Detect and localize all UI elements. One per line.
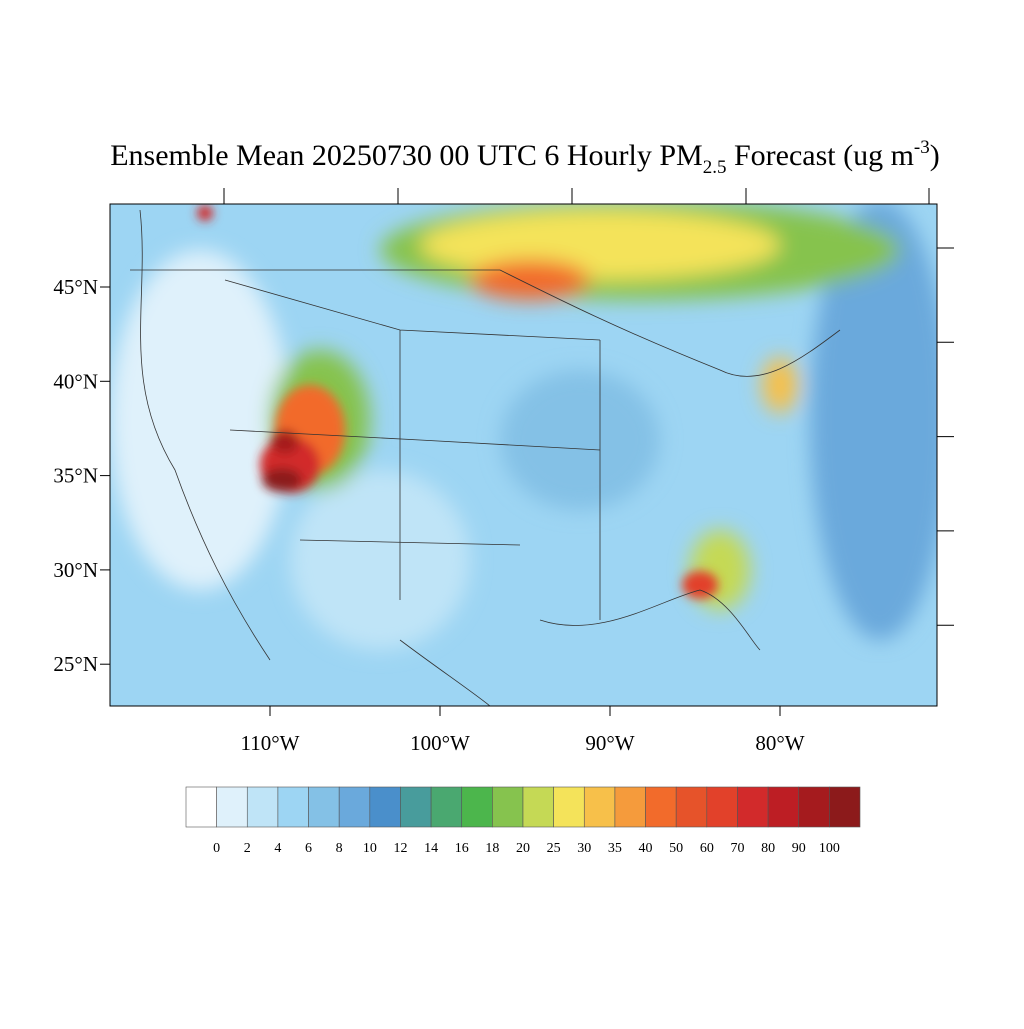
colorbar-label: 0: [213, 841, 220, 856]
colorbar-box: [798, 786, 830, 828]
colorbar-box: [369, 786, 401, 828]
colorbar-label: 2: [244, 841, 251, 856]
colorbar-box: [216, 786, 248, 828]
colorbar-label: 10: [363, 841, 377, 856]
lat-label: 40°N: [53, 369, 98, 393]
colorbar-box: [583, 786, 616, 828]
colorbar-box: [645, 786, 677, 828]
lon-label: 90°W: [585, 731, 634, 755]
lat-label: 45°N: [53, 275, 98, 299]
colorbar-box: [400, 786, 432, 828]
colorbar-label: 35: [608, 841, 622, 856]
colorbar-label: 14: [424, 841, 438, 856]
colorbar-label: 60: [700, 841, 714, 856]
colorbar-label: 6: [305, 841, 312, 856]
map-frame: [109, 203, 938, 707]
lon-label: 80°W: [755, 731, 804, 755]
colorbar-box: [829, 786, 861, 828]
colorbar-box: [706, 786, 738, 828]
map-field: [110, 204, 937, 706]
colorbar-label: 50: [669, 841, 683, 856]
lon-label: 110°W: [241, 731, 300, 755]
colorbar-label: 25: [547, 841, 561, 856]
colorbar-label: 40: [639, 841, 653, 856]
colorbar-box: [675, 786, 708, 828]
colorbar-label: 20: [516, 841, 530, 856]
colorbar-box: [737, 786, 769, 828]
colorbar-label: 4: [274, 841, 281, 856]
colorbar-box: [308, 786, 340, 828]
colorbar-label: 12: [393, 841, 407, 856]
colorbar-box: [277, 786, 309, 828]
colorbar-box: [767, 786, 800, 828]
colorbar-label: 80: [761, 841, 775, 856]
colorbar-label: 16: [455, 841, 469, 856]
colorbar-box: [492, 786, 524, 828]
lat-label: 35°N: [53, 464, 98, 488]
colorbar-label: 90: [792, 841, 806, 856]
colorbar-box: [185, 786, 217, 828]
lat-label: 25°N: [53, 652, 98, 676]
colorbar-box: [246, 786, 279, 828]
colorbar-box: [338, 786, 371, 828]
colorbar-box: [522, 786, 554, 828]
colorbar-label: 8: [336, 841, 343, 856]
colorbar-label: 70: [730, 841, 744, 856]
lon-label: 100°W: [410, 731, 470, 755]
axes: 45°N 40°N 35°N 30°N 25°N 110°W 100°W 90°W 80°W: [53, 188, 954, 755]
colorbar-label: 30: [577, 841, 591, 856]
lat-label: 30°N: [53, 558, 98, 582]
colorbar-box: [430, 786, 463, 828]
colorbar-label: 18: [485, 841, 499, 856]
colorbar: 0 2 4 6 8 10 12 14 16 18 20 25 30 35 40 50 60 70 80 90 100: [185, 786, 861, 856]
colorbar-box: [614, 786, 646, 828]
colorbar-box: [461, 786, 493, 828]
title: Ensemble Mean 20250730 00 UTC 6 Hourly P…: [110, 137, 940, 178]
colorbar-label: 100: [819, 841, 840, 856]
colorbar-box: [553, 786, 585, 828]
